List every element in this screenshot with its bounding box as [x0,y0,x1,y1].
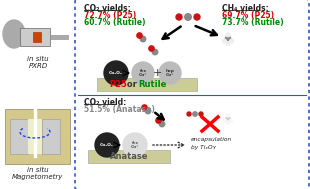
Circle shape [123,133,147,157]
FancyBboxPatch shape [50,35,68,39]
Text: 72.7% (P25): 72.7% (P25) [84,11,136,20]
Circle shape [159,121,165,127]
Circle shape [224,119,227,122]
Text: CO₂ yields:: CO₂ yields: [84,4,131,13]
FancyBboxPatch shape [33,32,41,42]
Text: fcc
Co°: fcc Co° [131,141,139,149]
Text: CO₂ yield:: CO₂ yield: [84,98,126,107]
Circle shape [132,62,154,84]
Circle shape [226,117,230,121]
Text: Co₂O₃: Co₂O₃ [109,71,123,75]
Circle shape [218,109,238,129]
Circle shape [156,118,161,123]
FancyBboxPatch shape [20,28,50,46]
Circle shape [152,49,158,55]
Circle shape [226,42,230,45]
Text: P25: P25 [109,80,127,89]
Circle shape [227,114,229,117]
Text: encapsulation: encapsulation [191,138,232,143]
Circle shape [104,61,128,85]
Text: in situ
Magnetometry: in situ Magnetometry [12,167,64,180]
FancyBboxPatch shape [5,109,70,164]
Circle shape [140,36,146,42]
Circle shape [137,33,142,38]
Text: by TiₓOʏ: by TiₓOʏ [191,146,216,150]
Circle shape [229,119,232,122]
Circle shape [226,33,230,37]
Ellipse shape [3,20,25,48]
Text: 60.7% (Rutile): 60.7% (Rutile) [84,18,145,27]
Circle shape [149,46,154,51]
Text: Anatase: Anatase [110,152,148,161]
Circle shape [176,14,182,20]
Text: +: + [152,68,162,78]
Circle shape [185,14,191,20]
Circle shape [225,36,231,42]
Text: 73.7% (Rutile): 73.7% (Rutile) [222,18,284,27]
Text: Rutile: Rutile [138,80,166,89]
Circle shape [223,39,226,43]
FancyBboxPatch shape [42,119,60,154]
Text: CH₄ yields:: CH₄ yields: [222,4,269,13]
Circle shape [142,105,147,110]
FancyBboxPatch shape [10,119,28,154]
Text: 69.7% (P25): 69.7% (P25) [222,11,274,20]
Circle shape [159,62,181,84]
Text: 51.5% (Anatase): 51.5% (Anatase) [84,105,155,114]
Text: or: or [124,80,140,89]
Circle shape [227,121,229,124]
Circle shape [187,112,191,116]
Text: in situ
PXRD: in situ PXRD [27,56,49,69]
Circle shape [194,14,200,20]
FancyBboxPatch shape [88,150,170,163]
Text: hcp
Co°: hcp Co° [166,69,175,77]
Circle shape [230,39,233,43]
Text: Co₂O₃: Co₂O₃ [100,143,114,147]
Circle shape [193,112,197,116]
Circle shape [145,108,151,114]
FancyBboxPatch shape [28,119,42,154]
Text: fcc
Co°: fcc Co° [139,69,147,77]
Circle shape [95,133,119,157]
FancyBboxPatch shape [97,78,197,91]
Circle shape [199,112,203,116]
